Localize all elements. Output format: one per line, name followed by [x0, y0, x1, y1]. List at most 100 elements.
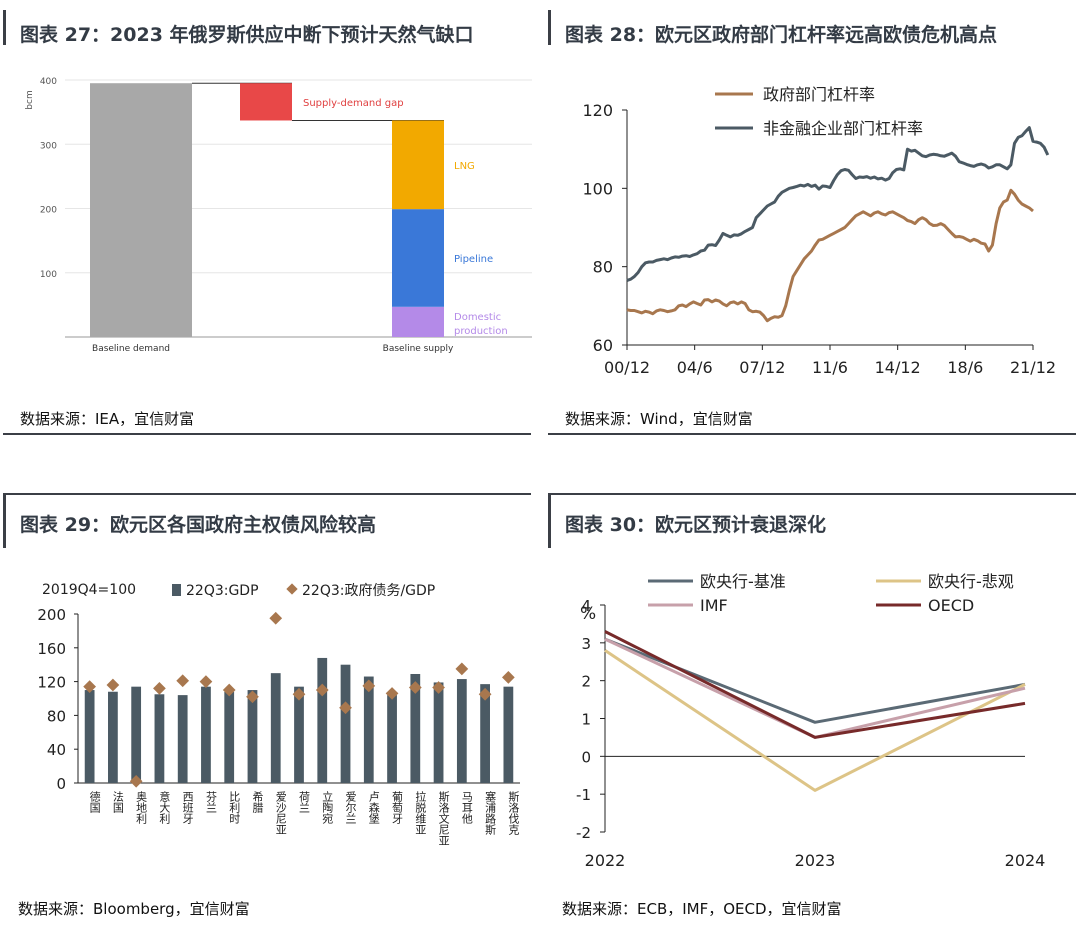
x-tick-label: 比利时: [228, 791, 241, 824]
source-note: 数据来源：ECB，IMF，OECD，宜信财富: [562, 900, 842, 918]
legend-label: 欧央行-悲观: [928, 572, 1014, 591]
x-tick-label: 2022: [585, 851, 626, 870]
source-note: 数据来源：IEA，宜信财富: [20, 410, 195, 428]
diamond-debt-17: [478, 687, 492, 701]
y-tick-label: 100: [582, 179, 613, 198]
y-tick-label: 160: [37, 640, 66, 658]
x-tick-label: 立陶宛: [321, 790, 334, 825]
bar-segment-pipeline: [392, 209, 444, 307]
segment-label: Domestic: [454, 312, 501, 323]
diamond-debt-5: [199, 675, 213, 688]
series-line-1: [626, 126, 1050, 282]
diamond-debt-11: [339, 701, 352, 715]
legend-label: OECD: [928, 596, 974, 615]
x-tick-label: 2023: [795, 851, 836, 870]
bar-gdp-1: [108, 691, 118, 783]
bar-gdp-2: [131, 686, 142, 783]
x-tick-label: 斯洛文尼亚: [437, 791, 450, 846]
x-tick-label: 拉脱维亚: [414, 790, 427, 835]
legend-label: 非金融企业部门杠杆率: [763, 119, 923, 138]
bar-supply-demand-gap: [240, 83, 292, 121]
source-note: 数据来源：Bloomberg，宜信财富: [18, 900, 250, 918]
y-tick-label: 300: [40, 141, 57, 151]
chart-fig30: 4 3 2 1 0 -1 -2% 2022 2023 2024 欧央行-基准 欧央行-悲观 IMF OEC…: [576, 572, 1046, 870]
bar-gdp-11: [340, 664, 351, 783]
chart-fig28: 120 100 80 60 00/12 04/6 07/12 11/6 14/12 18/6 21/…: [582, 85, 1056, 377]
chart-fig27: 400 300 200 100 bcm Baseline demand Supply-dem…: [25, 77, 532, 354]
x-tick-label: 马耳他: [460, 791, 473, 824]
y-tick-label: -2: [576, 824, 591, 842]
x-tick-label: 奥地利: [135, 790, 148, 824]
chart-title: 图表 29：欧元区各国政府主权债风险较高: [20, 514, 377, 536]
y-tick-label: 80: [47, 707, 66, 725]
bar-segment-lng: [392, 120, 444, 210]
y-tick-label: 120: [582, 101, 613, 120]
legend-swatch: [172, 584, 181, 596]
y-tick-label: 60: [593, 336, 613, 355]
bar-segment-domestic: [392, 306, 444, 337]
gap-label: Supply-demand gap: [303, 98, 404, 109]
y-tick-label: 3: [581, 635, 591, 653]
chart-fig29: 200 160 120 80 40 0 2019Q4=100 22Q3:GDP 22Q3:政府债…: [37, 582, 520, 846]
bar-gdp-14: [410, 673, 421, 783]
x-tick-label: 2024: [1005, 851, 1046, 870]
x-tick-label: 德国: [88, 790, 101, 814]
y-tick-label: 4: [581, 597, 591, 615]
chart-title: 图表 28：欧元区政府部门杠杆率远高欧债危机高点: [565, 24, 998, 46]
diamond-debt-8: [269, 611, 283, 625]
bar-gdp-3: [154, 694, 165, 783]
bar-gdp-0: [84, 690, 95, 783]
legend-swatch: [286, 583, 298, 595]
segment-label: production: [454, 326, 508, 337]
divider: [3, 433, 531, 435]
bar-gdp-10: [317, 657, 328, 783]
x-tick-label: 塞浦路斯: [484, 790, 497, 836]
bar-baseline-demand: [90, 83, 192, 338]
series-line-0: [604, 637, 1026, 724]
divider-top: [548, 493, 1076, 495]
series-line-0: [626, 188, 1034, 323]
x-tick-label: 07/12: [739, 358, 785, 377]
x-tick-label: 西班牙: [181, 791, 194, 825]
segment-label: LNG: [454, 161, 475, 172]
y-tick-label: 100: [40, 270, 57, 280]
y-tick-label: 0: [581, 748, 591, 766]
legend-label: 22Q3:政府债务/GDP: [302, 583, 435, 599]
bar-gdp-5: [201, 686, 211, 783]
y-axis-unit: %: [580, 604, 596, 624]
series-line-1: [604, 649, 1026, 792]
bar-gdp-4: [177, 695, 188, 783]
y-tick-label: 1: [581, 711, 591, 729]
legend-label: 政府部门杠杆率: [763, 85, 875, 104]
y-tick-label: 2: [581, 673, 591, 691]
divider: [548, 433, 1076, 435]
diamond-debt-9: [292, 687, 306, 701]
bar-gdp-16: [456, 679, 467, 783]
y-tick-label: -1: [576, 786, 591, 804]
x-tick-label: 意大利: [158, 790, 171, 824]
x-tick-label: 14/12: [875, 358, 921, 377]
bar-gdp-6: [224, 691, 235, 783]
diamond-debt-3: [153, 681, 166, 695]
divider-top: [3, 493, 531, 495]
y-axis-label: bcm: [25, 90, 35, 109]
x-tick-label: 00/12: [604, 358, 650, 377]
x-tick-label: 希腊: [251, 790, 264, 814]
bar-gdp-12: [363, 676, 374, 783]
bar-gdp-13: [387, 695, 397, 783]
x-tick-label: 荷兰: [298, 791, 311, 813]
x-tick-label: Baseline demand: [92, 344, 170, 354]
y-tick-label: 40: [47, 741, 66, 759]
legend-label: IMF: [700, 596, 728, 615]
diamond-debt-1: [106, 678, 120, 692]
y-tick-label: 120: [37, 674, 66, 692]
x-tick-label: 21/12: [1010, 358, 1056, 377]
bar-gdp-17: [480, 684, 490, 783]
title-accent-bar: [3, 493, 6, 548]
x-tick-label: 18/6: [947, 358, 983, 377]
legend-label: 22Q3:GDP: [186, 583, 259, 599]
source-note: 数据来源：Wind，宜信财富: [565, 410, 753, 428]
x-tick-label: 11/6: [812, 358, 848, 377]
diamond-debt-4: [176, 674, 190, 688]
y-tick-label: 80: [593, 258, 613, 277]
